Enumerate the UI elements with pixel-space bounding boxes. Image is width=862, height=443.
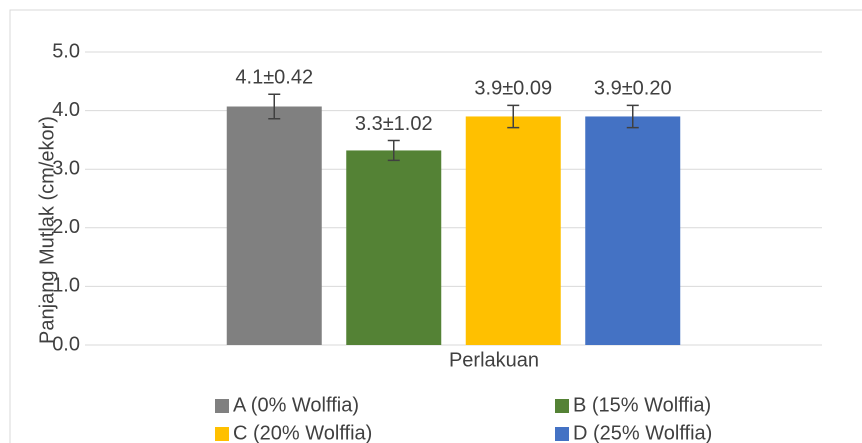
y-tick-label: 1.0 [52,275,80,297]
legend-label: C (20% Wolffia) [233,422,372,443]
error-bar [507,104,520,129]
bar [226,106,322,345]
error-bar [626,104,639,129]
y-tick-label: 2.0 [52,216,80,238]
error-bar [268,93,281,120]
data-label: 3.9±0.09 [474,78,552,100]
y-tick-label: 4.0 [52,99,80,121]
legend-swatch [215,427,229,441]
data-label: 3.3±1.02 [355,113,433,135]
data-label: 3.9±0.20 [594,78,672,100]
legend-label: B (15% Wolffia) [573,394,711,416]
legend-swatch [215,399,229,413]
error-bar [387,139,400,162]
legend-swatch [555,427,569,441]
bar [346,150,442,345]
y-tick-label: 0.0 [52,333,80,355]
x-axis-label: Perlakuan [449,349,539,371]
bar [465,116,561,346]
legend-swatch [555,399,569,413]
y-axis-label: Panjang Mutlak (cm/ekor) [36,116,58,344]
y-tick-label: 3.0 [52,157,80,179]
legend-label: D (25% Wolffia) [573,422,712,443]
data-label: 4.1±0.42 [235,66,313,88]
bar [585,116,681,346]
y-tick-label: 5.0 [52,40,80,62]
legend-label: A (0% Wolffia) [233,394,359,416]
